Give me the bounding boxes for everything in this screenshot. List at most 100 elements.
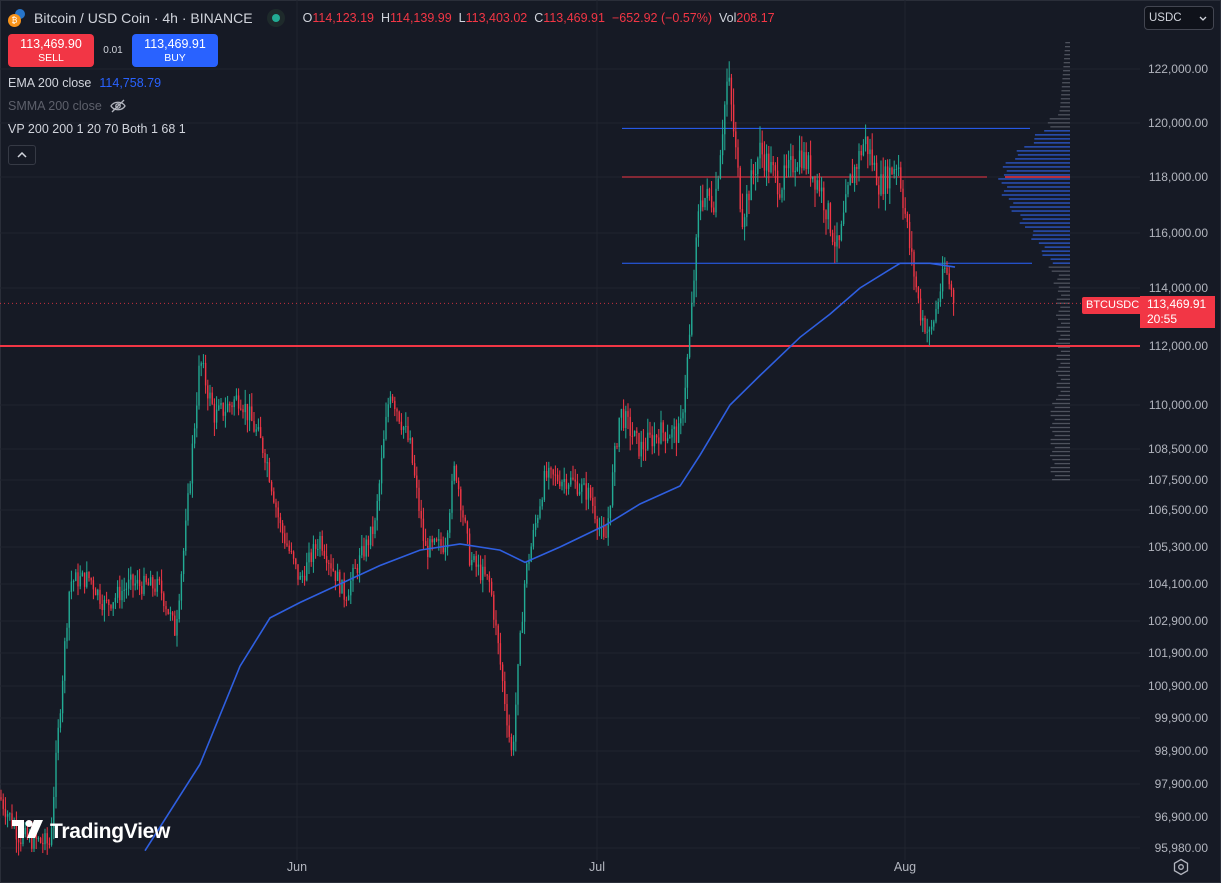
candle-body: [198, 365, 200, 406]
candle-body: [358, 555, 361, 573]
volume-profile-bar: [1013, 202, 1070, 204]
candle-body: [81, 572, 84, 577]
candle-body: [86, 571, 88, 587]
volume-profile-bar: [1034, 138, 1070, 140]
candle-body: [787, 159, 790, 169]
candle-body: [431, 539, 433, 543]
volume-profile-bar: [1063, 62, 1070, 64]
chevron-up-icon: [17, 152, 27, 158]
volume-profile-bar: [1056, 330, 1070, 332]
candle-body: [224, 411, 227, 416]
candle-body: [517, 664, 519, 705]
candle-body: [827, 203, 829, 220]
candle-body: [394, 400, 396, 409]
price-axis[interactable]: 122,000.00 120,000.00 118,000.00 116,000.00…: [1140, 0, 1220, 860]
tradingview-logo[interactable]: TradingView: [12, 820, 170, 844]
volume-profile-bar: [1060, 102, 1070, 104]
candle-body: [726, 81, 728, 105]
candle-body: [891, 167, 893, 174]
candle-body: [292, 551, 295, 559]
candle-body: [237, 395, 240, 409]
time-axis-label: Aug: [893, 860, 917, 874]
volume-profile-bar: [1058, 114, 1070, 116]
candle-body: [4, 808, 7, 817]
candle-body: [297, 564, 299, 580]
volume-profile-bar: [1051, 270, 1070, 272]
volume-profile-bar: [1050, 442, 1070, 445]
indicator-ema[interactable]: EMA 200 close 114,758.79: [8, 76, 775, 90]
volume-profile-bar: [1052, 402, 1070, 405]
axis-settings-icon[interactable]: [1172, 858, 1190, 876]
candle-body: [416, 475, 418, 488]
eye-off-icon[interactable]: [110, 99, 126, 113]
volume-profile-bar: [1033, 142, 1070, 144]
candle-body: [308, 552, 310, 563]
candle-body: [944, 267, 946, 269]
candle-body: [640, 441, 642, 457]
candle-body: [180, 574, 183, 601]
candle-body: [114, 597, 117, 603]
change-value: −652.92 (−0.57%): [611, 11, 713, 25]
candle-body: [347, 595, 350, 601]
candle-body: [594, 505, 596, 520]
volume-profile-bar: [1022, 218, 1070, 220]
collapse-legend-button[interactable]: [8, 145, 36, 165]
volume-profile-bar: [1054, 446, 1070, 449]
volume-profile-bar: [1050, 470, 1070, 473]
candle-body: [334, 570, 337, 581]
candle-body: [809, 155, 812, 180]
candle-body: [149, 577, 152, 586]
candle-body: [739, 167, 741, 210]
volume-profile-bar: [1060, 322, 1070, 324]
candle-body: [257, 427, 260, 430]
candle-body: [31, 833, 33, 849]
candle-body: [374, 520, 376, 534]
candle-body: [325, 556, 328, 563]
volume-profile-bar: [1058, 346, 1070, 348]
volume-profile-bar: [1058, 310, 1070, 312]
candle-body: [605, 536, 607, 538]
indicator-smma[interactable]: SMMA 200 close: [8, 99, 775, 113]
price-axis-label: 110,000.00: [1148, 398, 1208, 412]
currency-select[interactable]: USDC: [1144, 6, 1214, 30]
symbol-title[interactable]: Bitcoin / USD Coin · 4h · BINANCE: [34, 10, 253, 26]
candle-body: [867, 136, 869, 155]
close-value: 113,469.91: [543, 11, 605, 25]
sell-button[interactable]: 113,469.90 SELL: [8, 34, 94, 67]
candle-body: [235, 395, 238, 400]
candle-body: [306, 562, 308, 581]
candle-body: [647, 432, 649, 450]
candle-body: [248, 406, 251, 421]
sell-label: SELL: [38, 51, 64, 64]
candle-body: [886, 166, 889, 189]
price-axis-label: 118,000.00: [1148, 170, 1208, 184]
candle-body: [68, 591, 70, 628]
candle-body: [20, 842, 22, 844]
candle-body: [83, 572, 86, 587]
candle-body: [587, 487, 590, 500]
candle-body: [919, 298, 922, 321]
candle-body: [352, 567, 354, 581]
candle-body: [812, 176, 814, 180]
volume-profile-bar: [1054, 418, 1070, 421]
candle-body: [603, 526, 605, 537]
volume-profile-bar: [1058, 374, 1070, 377]
candle-body: [497, 625, 499, 644]
candle-body: [26, 828, 29, 838]
candle-body: [116, 586, 119, 598]
chart-canvas[interactable]: [0, 0, 1140, 860]
candle-body: [706, 188, 708, 199]
time-axis[interactable]: Jun Jul Aug: [0, 860, 1140, 882]
candle-body: [121, 590, 123, 601]
indicator-volume-profile[interactable]: VP 200 200 1 20 70 Both 1 68 1: [8, 122, 775, 136]
candle-body: [581, 484, 583, 492]
candle-body: [262, 438, 264, 453]
volume-profile-bar: [1065, 42, 1070, 44]
volume-profile-bar: [1052, 450, 1070, 453]
buy-button[interactable]: 113,469.91 BUY: [132, 34, 218, 67]
candle-body: [556, 474, 559, 482]
candle-body: [561, 481, 563, 487]
candle-body: [422, 518, 425, 541]
volume-profile-bar: [1054, 474, 1070, 477]
volume-profile-bar: [1062, 74, 1070, 76]
